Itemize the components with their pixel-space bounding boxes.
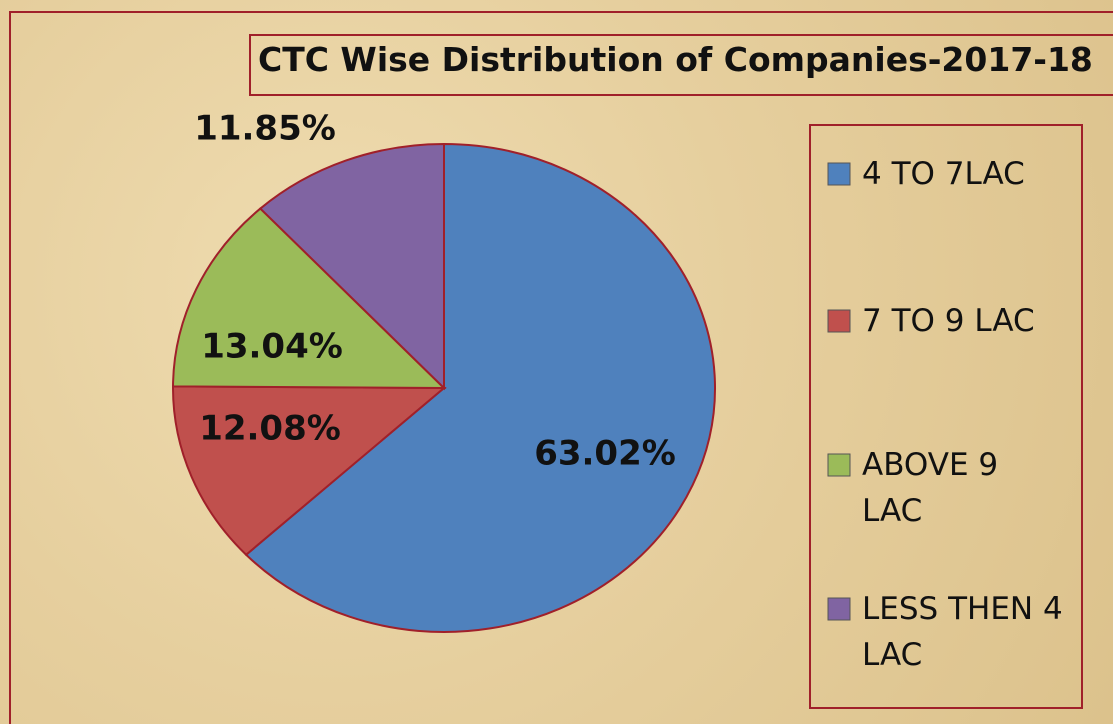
data-label: 12.08% (199, 409, 341, 449)
legend-swatch (827, 162, 851, 186)
legend-box (809, 124, 1083, 709)
legend-label: ABOVE 9 LAC (862, 447, 999, 529)
legend-swatch (827, 309, 851, 333)
legend-label: LESS THEN 4 LAC (862, 591, 1063, 673)
legend-label: 4 TO 7LAC (862, 156, 1025, 192)
data-label: 63.02% (534, 434, 676, 474)
pie-slice (258, 142, 445, 391)
data-label: 11.85% (194, 109, 336, 149)
chart-title: CTC Wise Distribution of Companies-2017-… (258, 40, 1093, 79)
data-label: 13.04% (201, 327, 343, 367)
title-box (249, 34, 1113, 96)
pie-slice (171, 207, 447, 390)
legend-swatch (827, 453, 851, 477)
legend-swatch (827, 597, 851, 621)
pie-slice (244, 142, 716, 633)
chart-border (9, 11, 1113, 724)
pie-slice (172, 385, 447, 557)
legend-label: 7 TO 9 LAC (862, 303, 1035, 339)
